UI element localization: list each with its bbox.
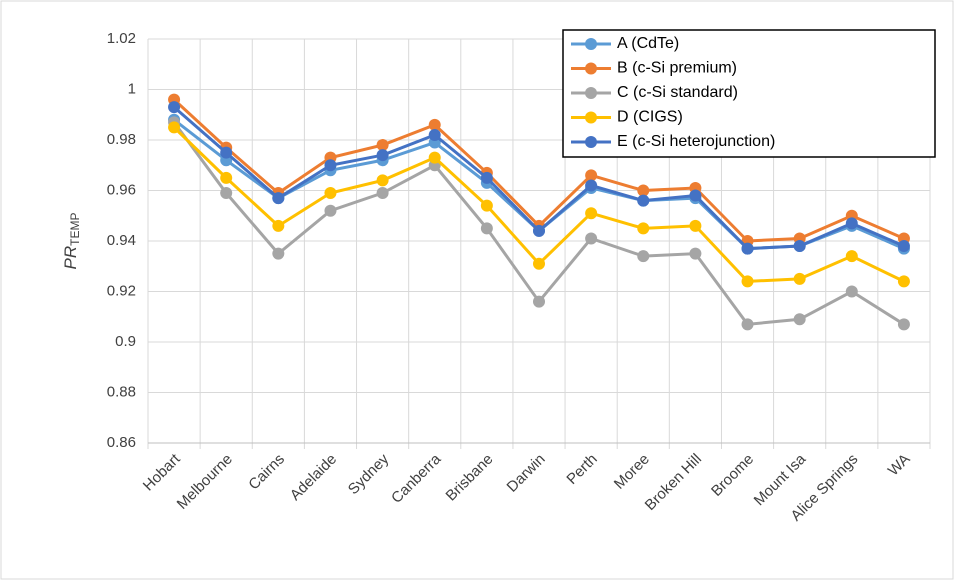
data-point xyxy=(637,222,650,235)
data-point xyxy=(376,174,389,187)
y-label-main: PR xyxy=(61,246,80,270)
data-point xyxy=(793,313,806,326)
legend-label: A (CdTe) xyxy=(617,35,679,52)
legend-label: B (c-Si premium) xyxy=(617,60,737,77)
data-point xyxy=(845,250,858,263)
data-point xyxy=(480,222,493,235)
data-point xyxy=(689,219,702,232)
data-point xyxy=(220,171,233,184)
legend-label: C (c-Si standard) xyxy=(617,84,738,101)
data-point xyxy=(689,247,702,260)
data-point xyxy=(324,187,337,200)
data-point xyxy=(428,118,441,131)
y-tick-label: 0.98 xyxy=(107,131,136,148)
y-tick-label: 0.9 xyxy=(115,333,136,350)
data-point xyxy=(585,207,598,220)
data-point xyxy=(272,219,285,232)
legend-marker xyxy=(585,136,597,148)
data-point xyxy=(324,204,337,217)
data-point xyxy=(376,187,389,200)
data-point xyxy=(793,240,806,253)
legend-marker xyxy=(585,87,597,99)
data-point xyxy=(845,217,858,230)
data-point xyxy=(897,275,910,288)
data-point xyxy=(272,247,285,260)
data-point xyxy=(637,250,650,263)
data-point xyxy=(376,139,389,152)
data-point xyxy=(220,146,233,159)
legend-marker xyxy=(585,111,597,124)
data-point xyxy=(585,232,598,245)
data-point xyxy=(480,199,493,212)
data-point xyxy=(845,285,858,298)
data-point xyxy=(897,318,910,331)
y-tick-label: 1.02 xyxy=(107,30,136,47)
legend-marker xyxy=(585,38,597,50)
data-point xyxy=(324,159,337,172)
data-point xyxy=(741,318,754,331)
y-axis-label: PRTEMP xyxy=(61,213,82,270)
y-tick-label: 0.88 xyxy=(107,383,136,400)
data-point xyxy=(168,121,181,134)
legend-box xyxy=(562,29,936,158)
data-point xyxy=(533,257,545,270)
data-point xyxy=(428,151,441,164)
data-point xyxy=(168,101,181,114)
data-point xyxy=(741,242,754,255)
data-point xyxy=(533,295,545,308)
data-point xyxy=(480,171,493,184)
data-point xyxy=(220,187,233,200)
y-tick-label: 0.92 xyxy=(107,282,136,299)
data-point xyxy=(897,240,910,253)
data-point xyxy=(272,192,285,205)
y-tick-label: 0.96 xyxy=(107,181,136,198)
data-point xyxy=(376,149,389,162)
legend-label: D (CIGS) xyxy=(617,109,683,126)
data-point xyxy=(741,275,754,288)
legend-label: E (c-Si heterojunction) xyxy=(617,133,775,150)
data-point xyxy=(793,272,806,285)
y-label-sub: TEMP xyxy=(68,213,82,246)
legend: A (CdTe) B (c-Si premium) C (c-Si standard… xyxy=(562,29,936,158)
legend-marker xyxy=(585,62,597,75)
data-point xyxy=(637,194,650,207)
y-tick-label: 0.94 xyxy=(107,232,136,249)
data-point xyxy=(689,189,702,202)
y-tick-label: 0.86 xyxy=(107,434,136,451)
data-point xyxy=(637,184,650,197)
data-point xyxy=(533,224,545,237)
y-tick-label: 1 xyxy=(128,80,136,97)
data-point xyxy=(585,169,598,182)
data-point xyxy=(428,128,441,141)
data-point xyxy=(585,179,598,192)
